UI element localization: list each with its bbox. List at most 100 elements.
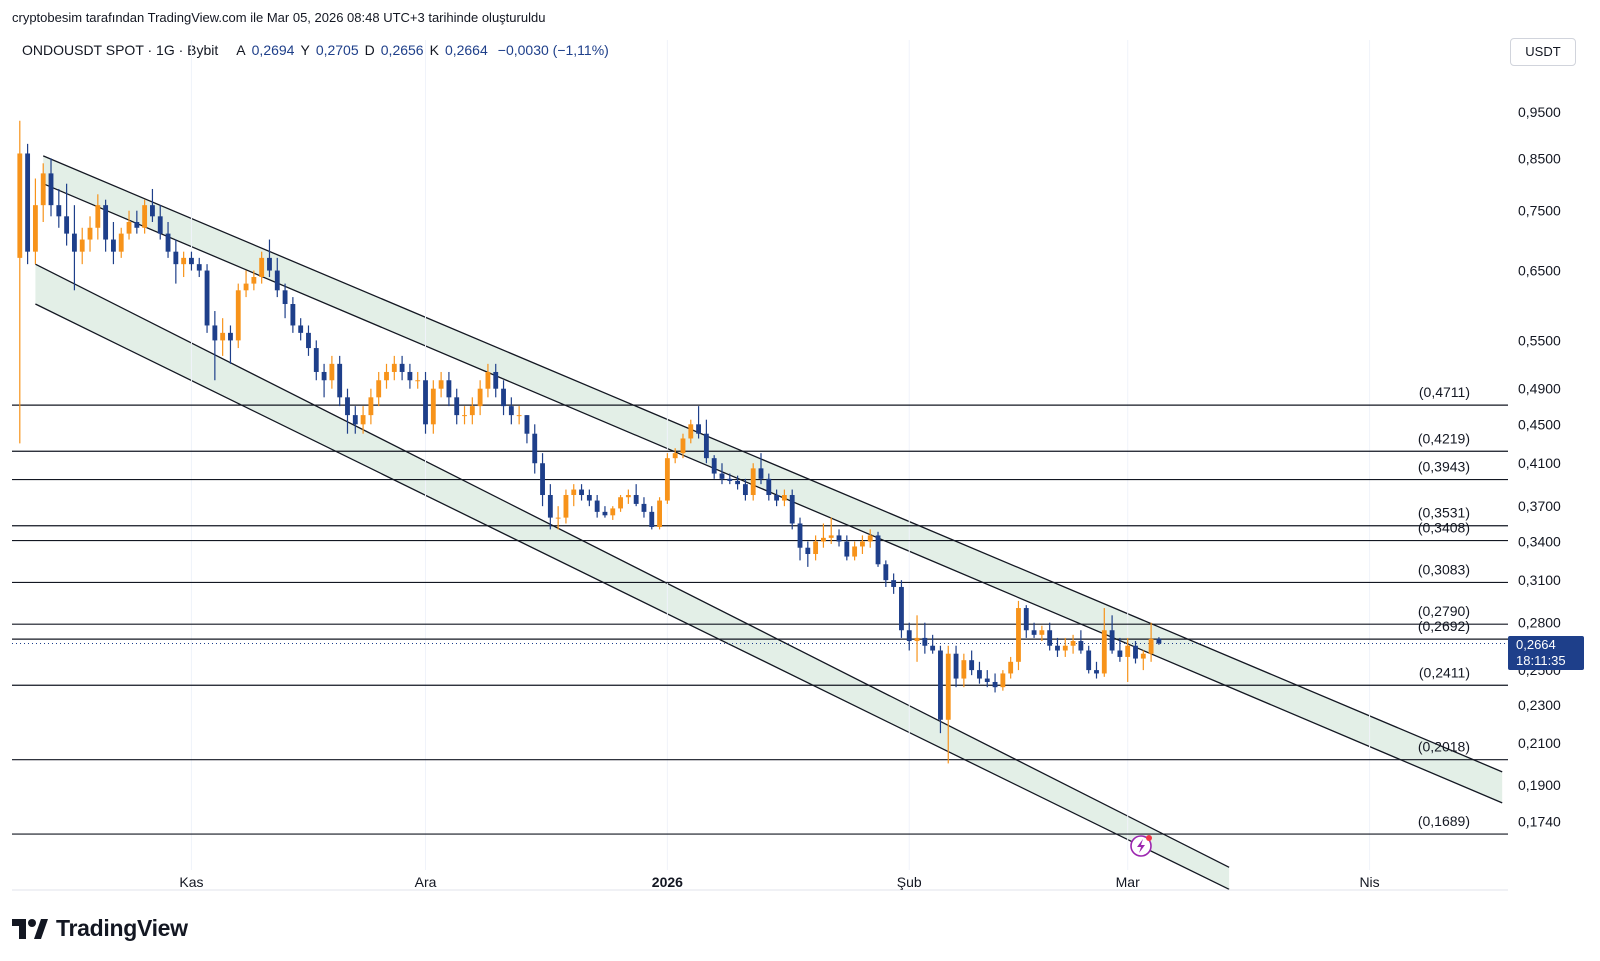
candle-body bbox=[165, 233, 171, 252]
candle-body bbox=[633, 495, 639, 504]
attribution-text: cryptobesim tarafından TradingView.com i… bbox=[12, 10, 546, 25]
candle-body bbox=[384, 371, 389, 381]
lower-channel-band-fill bbox=[35, 264, 1230, 890]
candle-body bbox=[922, 637, 928, 646]
candle-body bbox=[883, 564, 889, 581]
brand-name: TradingView bbox=[56, 915, 188, 941]
candle-body bbox=[984, 678, 990, 682]
candle-body bbox=[290, 304, 296, 326]
time-tick-label: Şub bbox=[897, 874, 922, 890]
price-tick-label: 0,3100 bbox=[1518, 572, 1561, 588]
candle-body bbox=[189, 257, 194, 265]
change-value: −0,0030 (−1,11%) bbox=[497, 42, 609, 58]
candle-body bbox=[220, 332, 226, 341]
time-tick-label: Nis bbox=[1359, 874, 1379, 890]
candle-body bbox=[766, 478, 772, 496]
candle-body bbox=[516, 415, 522, 417]
low-value: 0,2656 bbox=[380, 42, 424, 58]
price-tick-label: 0,7500 bbox=[1518, 203, 1561, 219]
alert-icon[interactable] bbox=[1130, 835, 1152, 857]
level-label: (0,3408) bbox=[1418, 520, 1470, 536]
candle-body bbox=[664, 458, 670, 501]
countdown-timer: 18:11:35 bbox=[1516, 653, 1566, 668]
price-tick-label: 0,4500 bbox=[1518, 416, 1561, 432]
candle-body bbox=[274, 270, 280, 291]
candle-body bbox=[688, 424, 694, 439]
candle-body bbox=[17, 153, 23, 258]
candle-body bbox=[407, 371, 413, 381]
level-label: (0,2692) bbox=[1418, 618, 1470, 634]
candle-body bbox=[774, 495, 780, 501]
candle-body bbox=[376, 380, 382, 398]
candle-body bbox=[703, 433, 709, 459]
candle-body bbox=[547, 495, 553, 518]
candle-body bbox=[1070, 641, 1076, 646]
candle-body bbox=[961, 660, 967, 679]
candle-body bbox=[1156, 638, 1162, 644]
symbol-legend: ONDOUSDT SPOT · 1G · Bybit A 0,2694 Y 0,27… bbox=[22, 42, 609, 58]
candle-body bbox=[87, 227, 93, 240]
channel-bands bbox=[35, 155, 1503, 890]
price-chart[interactable]: (0,4711) (0,4219) (0,3943) (0,3531)(0,3408)… bbox=[0, 0, 1600, 900]
candle-body bbox=[32, 205, 38, 252]
candle-body bbox=[150, 205, 155, 217]
candle-body bbox=[493, 371, 499, 389]
candle-body bbox=[103, 205, 109, 240]
candle-body bbox=[1078, 641, 1084, 651]
candle-body bbox=[235, 290, 241, 341]
candle-body bbox=[1031, 630, 1037, 635]
price-tick-label: 0,5500 bbox=[1518, 332, 1561, 348]
currency-button[interactable]: USDT bbox=[1510, 38, 1576, 66]
candles bbox=[17, 120, 1162, 764]
candle-body bbox=[602, 511, 608, 516]
candle-body bbox=[251, 277, 257, 284]
price-tick-label: 0,3400 bbox=[1518, 534, 1561, 550]
candle-body bbox=[672, 453, 678, 459]
candle-body bbox=[938, 650, 943, 720]
time-tick-label: Mar bbox=[1116, 874, 1140, 890]
candle-body bbox=[48, 173, 54, 206]
candle-body bbox=[805, 547, 811, 555]
tradingview-logo[interactable]: TradingView bbox=[12, 915, 188, 942]
candle-body bbox=[820, 537, 826, 542]
price-axis: 0,9500 0,8500 0,7500 0,6500 0,5500 0,4900 0,45… bbox=[1518, 104, 1561, 830]
candle-body bbox=[1125, 645, 1131, 657]
candle-body bbox=[875, 535, 881, 565]
candle-body bbox=[157, 216, 163, 234]
candle-body bbox=[1117, 650, 1123, 657]
level-label: (0,4711) bbox=[1419, 384, 1470, 400]
candle-body bbox=[953, 653, 959, 679]
level-label: (0,3083) bbox=[1418, 561, 1470, 577]
candle-body bbox=[267, 257, 272, 271]
candle-body bbox=[828, 535, 834, 538]
candle-body bbox=[134, 222, 140, 228]
candle-body bbox=[508, 406, 514, 416]
candle-body bbox=[438, 380, 444, 389]
high-value: 0,2705 bbox=[315, 42, 359, 58]
candle-body bbox=[501, 388, 506, 407]
last-price-tag: 0,2664 18:11:35 bbox=[1508, 636, 1584, 670]
candle-body bbox=[852, 546, 858, 557]
candle-body bbox=[992, 681, 998, 688]
lower-channel-band-bottom-line bbox=[35, 303, 1230, 890]
candle-body bbox=[391, 363, 397, 372]
candle-body bbox=[742, 484, 748, 496]
candle-body bbox=[337, 363, 343, 398]
candle-body bbox=[813, 541, 819, 555]
candle-body bbox=[641, 503, 647, 512]
level-label: (0,2411) bbox=[1419, 664, 1470, 680]
candle-body bbox=[1016, 608, 1021, 662]
level-label: (0,3943) bbox=[1418, 459, 1470, 475]
candle-body bbox=[329, 363, 335, 381]
candle-body bbox=[1023, 608, 1029, 631]
price-tick-label: 0,2800 bbox=[1518, 615, 1561, 631]
candle-body bbox=[555, 517, 561, 519]
candle-body bbox=[423, 380, 428, 425]
price-tick-label: 0,2100 bbox=[1518, 735, 1561, 751]
candle-body bbox=[352, 415, 358, 425]
symbol-name[interactable]: ONDOUSDT SPOT · 1G · Bybit bbox=[22, 42, 219, 58]
candle-body bbox=[454, 397, 460, 416]
candle-body bbox=[540, 463, 545, 496]
candle-body bbox=[618, 497, 623, 509]
price-tick-label: 0,9500 bbox=[1518, 104, 1561, 120]
